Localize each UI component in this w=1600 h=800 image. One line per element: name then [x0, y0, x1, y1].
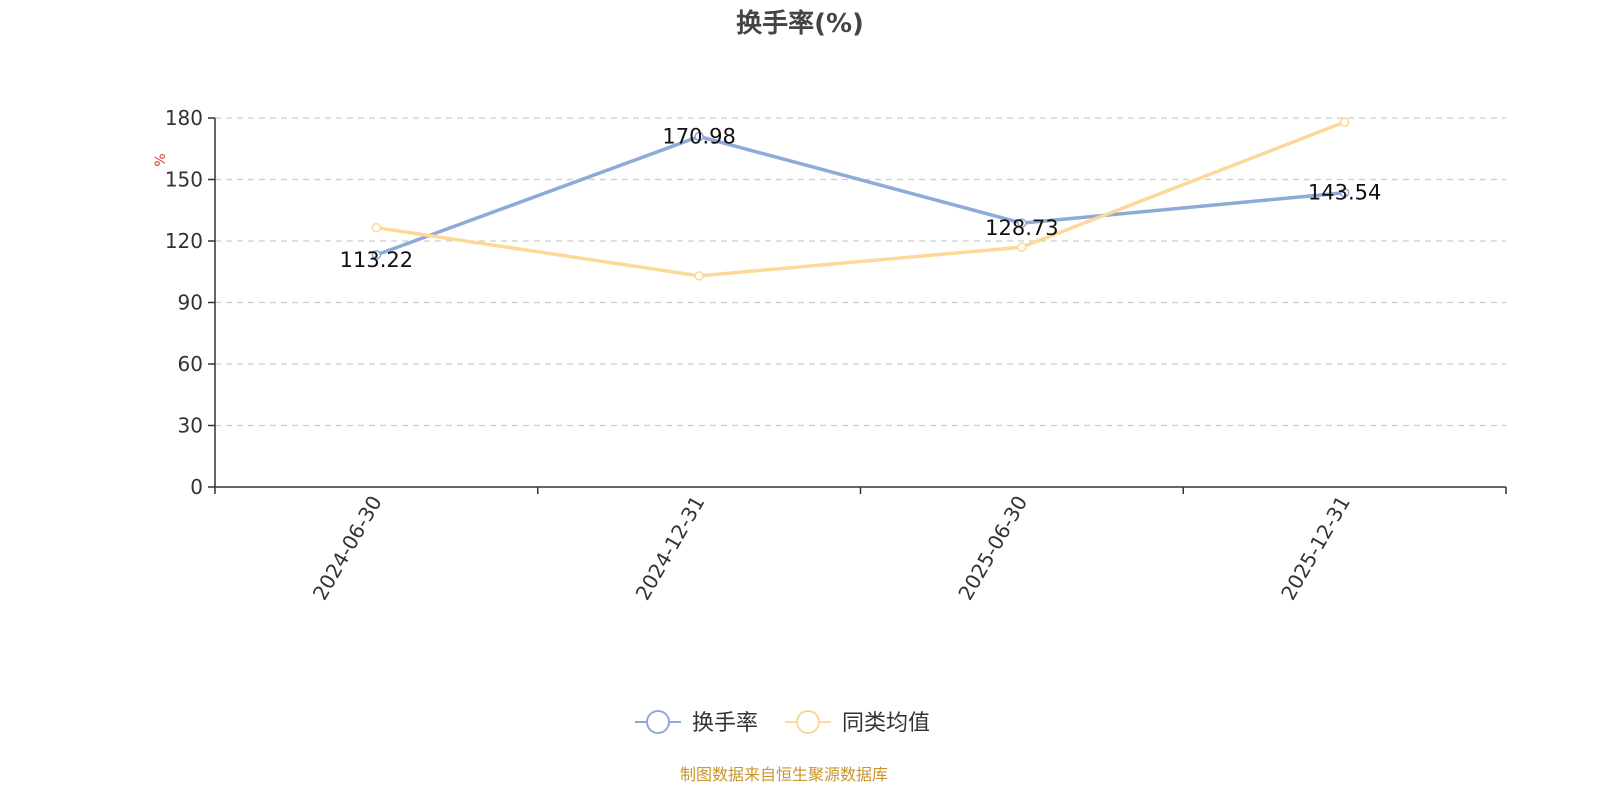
- legend-marker-icon: [796, 710, 820, 734]
- data-labels: 113.22 170.98 128.73 143.54: [340, 124, 1382, 271]
- y-tick-label: 120: [165, 229, 203, 253]
- data-source-note: 制图数据来自恒生聚源数据库: [680, 765, 888, 784]
- data-label: 170.98: [662, 124, 735, 148]
- legend-item[interactable]: 换手率: [635, 710, 758, 736]
- chart-title: 换手率(%): [736, 8, 864, 39]
- legend-label: 同类均值: [842, 711, 930, 736]
- x-tick-label: 2025-12-31: [1276, 492, 1355, 605]
- legend[interactable]: 换手率 同类均值: [635, 710, 930, 736]
- x-tick-label: 2025-06-30: [953, 492, 1032, 605]
- series: [371, 117, 1350, 281]
- data-point: [1017, 242, 1027, 252]
- axes: 0 30 60 90 120 150 180 2024-06-30 2024-12-31 2025…: [165, 106, 1507, 605]
- y-tick-label: 60: [178, 352, 203, 376]
- data-point: [694, 131, 704, 142]
- series-line: [375, 134, 1345, 257]
- data-point: [371, 222, 382, 233]
- series-line: [376, 120, 1346, 278]
- y-axis-unit: %: [153, 153, 169, 166]
- data-label: 113.22: [340, 248, 413, 272]
- y-tick-label: 90: [178, 291, 203, 315]
- data-label: 128.73: [985, 216, 1058, 240]
- x-tick-label: 2024-06-30: [308, 492, 387, 605]
- y-tick-label: 150: [165, 168, 203, 192]
- y-tick-label: 30: [178, 414, 203, 438]
- legend-marker-icon: [646, 710, 670, 734]
- x-tick-label: 2024-12-31: [631, 492, 710, 605]
- data-point: [694, 271, 704, 281]
- data-label: 143.54: [1308, 181, 1381, 205]
- y-tick-label: 0: [190, 475, 203, 499]
- legend-item[interactable]: 同类均值: [785, 710, 930, 736]
- data-point: [1339, 117, 1350, 127]
- data-point: [371, 250, 382, 260]
- y-tick-label: 180: [165, 106, 203, 130]
- data-point: [1339, 187, 1350, 198]
- legend-label: 换手率: [692, 711, 758, 736]
- data-point: [1017, 218, 1027, 228]
